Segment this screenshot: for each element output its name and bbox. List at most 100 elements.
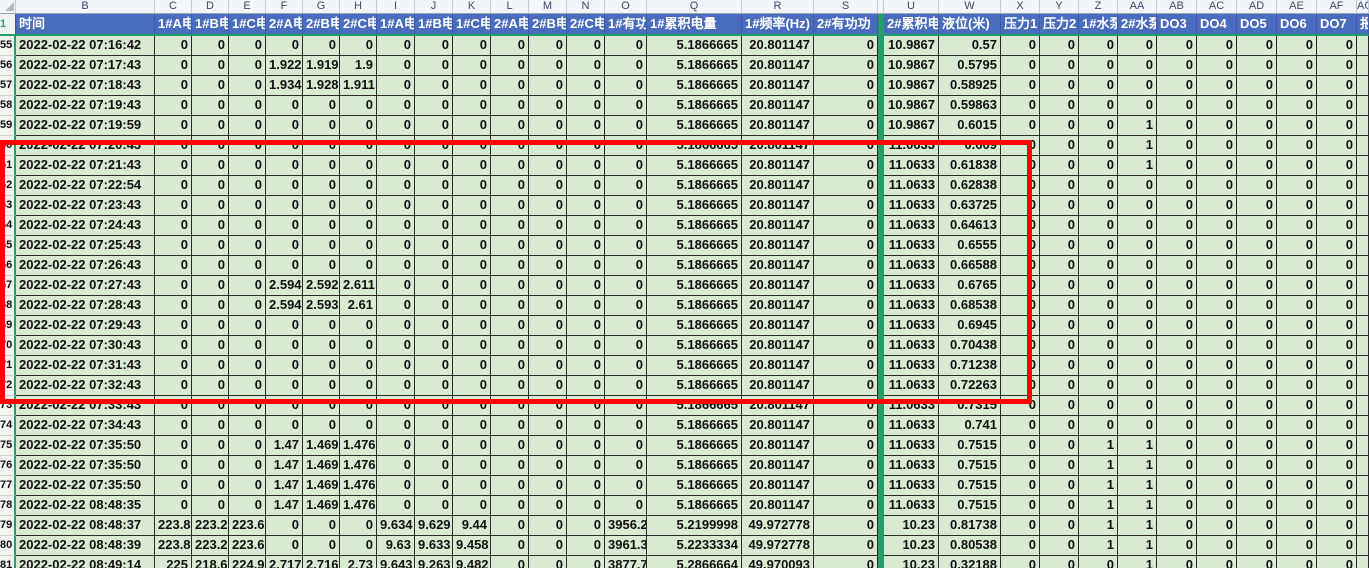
cell-C77[interactable]: 0 (155, 476, 192, 496)
header-cell-I[interactable]: 1#A电 (377, 14, 415, 36)
cell-S76[interactable]: 0 (814, 456, 878, 476)
cell-B66[interactable]: 2022-02-22 07:26:43 (16, 256, 155, 276)
column-header-AF[interactable]: AF (1317, 0, 1357, 14)
cell-R68[interactable]: 20.801147 (742, 296, 814, 316)
cell-B59[interactable]: 2022-02-22 07:19:59 (16, 116, 155, 136)
cell-X76[interactable]: 0 (1001, 456, 1040, 476)
cell-Q73[interactable]: 5.1866665 (647, 396, 742, 416)
cell-AD60[interactable]: 0 (1237, 136, 1277, 156)
cell-AD59[interactable]: 0 (1237, 116, 1277, 136)
cell-S80[interactable]: 0 (814, 536, 878, 556)
column-header-E[interactable]: E (229, 0, 266, 14)
cell-O71[interactable]: 0 (605, 356, 647, 376)
column-header-D[interactable]: D (192, 0, 229, 14)
cell-K61[interactable]: 0 (453, 156, 491, 176)
cell-AE79[interactable]: 0 (1277, 516, 1317, 536)
cell-C66[interactable]: 0 (155, 256, 192, 276)
cell-AC79[interactable]: 0 (1197, 516, 1237, 536)
cell-D70[interactable]: 0 (192, 336, 229, 356)
cell-X56[interactable]: 0 (1001, 56, 1040, 76)
cell-AG69[interactable] (1357, 316, 1369, 336)
cell-W62[interactable]: 0.62838 (939, 176, 1001, 196)
cell-X71[interactable]: 0 (1001, 356, 1040, 376)
cell-R75[interactable]: 20.801147 (742, 436, 814, 456)
cell-AG66[interactable] (1357, 256, 1369, 276)
cell-D61[interactable]: 0 (192, 156, 229, 176)
cell-AB75[interactable]: 0 (1157, 436, 1197, 456)
cell-AC65[interactable]: 0 (1197, 236, 1237, 256)
cell-X57[interactable]: 0 (1001, 76, 1040, 96)
cell-K63[interactable]: 0 (453, 196, 491, 216)
cell-AD79[interactable]: 0 (1237, 516, 1277, 536)
cell-AA55[interactable]: 0 (1118, 36, 1157, 56)
cell-N73[interactable]: 0 (567, 396, 605, 416)
cell-D64[interactable]: 0 (192, 216, 229, 236)
cell-AF75[interactable]: 0 (1317, 436, 1357, 456)
cell-J65[interactable]: 0 (415, 236, 453, 256)
row-header-81[interactable]: 81 (0, 556, 16, 568)
cell-AC71[interactable]: 0 (1197, 356, 1237, 376)
cell-AB74[interactable]: 0 (1157, 416, 1197, 436)
cell-Q76[interactable]: 5.1866665 (647, 456, 742, 476)
cell-R55[interactable]: 20.801147 (742, 36, 814, 56)
cell-L57[interactable]: 0 (491, 76, 529, 96)
cell-X80[interactable]: 0 (1001, 536, 1040, 556)
cell-N59[interactable]: 0 (567, 116, 605, 136)
cell-AG78[interactable] (1357, 496, 1369, 516)
cell-S77[interactable]: 0 (814, 476, 878, 496)
cell-L80[interactable]: 0 (491, 536, 529, 556)
cell-Y69[interactable]: 0 (1040, 316, 1079, 336)
cell-G75[interactable]: 1.469 (303, 436, 340, 456)
cell-J77[interactable]: 0 (415, 476, 453, 496)
cell-G68[interactable]: 2.593 (303, 296, 340, 316)
cell-AF66[interactable]: 0 (1317, 256, 1357, 276)
cell-AF71[interactable]: 0 (1317, 356, 1357, 376)
column-header-AD[interactable]: AD (1237, 0, 1277, 14)
cell-B72[interactable]: 2022-02-22 07:32:43 (16, 376, 155, 396)
cell-W71[interactable]: 0.71238 (939, 356, 1001, 376)
cell-Y60[interactable]: 0 (1040, 136, 1079, 156)
cell-Y61[interactable]: 0 (1040, 156, 1079, 176)
cell-S64[interactable]: 0 (814, 216, 878, 236)
row-header-63[interactable]: 63 (0, 196, 16, 216)
cell-AA56[interactable]: 0 (1118, 56, 1157, 76)
cell-K60[interactable]: 0 (453, 136, 491, 156)
cell-AD55[interactable]: 0 (1237, 36, 1277, 56)
cell-I67[interactable]: 0 (377, 276, 415, 296)
row-header-56[interactable]: 56 (0, 56, 16, 76)
cell-AF56[interactable]: 0 (1317, 56, 1357, 76)
cell-K69[interactable]: 0 (453, 316, 491, 336)
cell-C64[interactable]: 0 (155, 216, 192, 236)
cell-K78[interactable]: 0 (453, 496, 491, 516)
header-cell-Q[interactable]: 1#累积电量 (647, 14, 742, 36)
cell-F69[interactable]: 0 (266, 316, 303, 336)
cell-B58[interactable]: 2022-02-22 07:19:43 (16, 96, 155, 116)
cell-R56[interactable]: 20.801147 (742, 56, 814, 76)
cell-AF69[interactable]: 0 (1317, 316, 1357, 336)
cell-H79[interactable]: 0 (340, 516, 377, 536)
cell-I70[interactable]: 0 (377, 336, 415, 356)
cell-AF61[interactable]: 0 (1317, 156, 1357, 176)
cell-K68[interactable]: 0 (453, 296, 491, 316)
cell-K62[interactable]: 0 (453, 176, 491, 196)
cell-I78[interactable]: 0 (377, 496, 415, 516)
cell-AB71[interactable]: 0 (1157, 356, 1197, 376)
cell-U56[interactable]: 10.9867 (884, 56, 939, 76)
cell-AB66[interactable]: 0 (1157, 256, 1197, 276)
cell-M69[interactable]: 0 (529, 316, 567, 336)
cell-M77[interactable]: 0 (529, 476, 567, 496)
cell-B64[interactable]: 2022-02-22 07:24:43 (16, 216, 155, 236)
cell-X81[interactable]: 0 (1001, 556, 1040, 568)
cell-AE74[interactable]: 0 (1277, 416, 1317, 436)
cell-AA78[interactable]: 1 (1118, 496, 1157, 516)
cell-F78[interactable]: 1.47 (266, 496, 303, 516)
cell-S62[interactable]: 0 (814, 176, 878, 196)
cell-I76[interactable]: 0 (377, 456, 415, 476)
cell-K66[interactable]: 0 (453, 256, 491, 276)
cell-AD58[interactable]: 0 (1237, 96, 1277, 116)
cell-M68[interactable]: 0 (529, 296, 567, 316)
cell-AA66[interactable]: 0 (1118, 256, 1157, 276)
cell-D73[interactable]: 0 (192, 396, 229, 416)
cell-H76[interactable]: 1.476 (340, 456, 377, 476)
cell-K55[interactable]: 0 (453, 36, 491, 56)
